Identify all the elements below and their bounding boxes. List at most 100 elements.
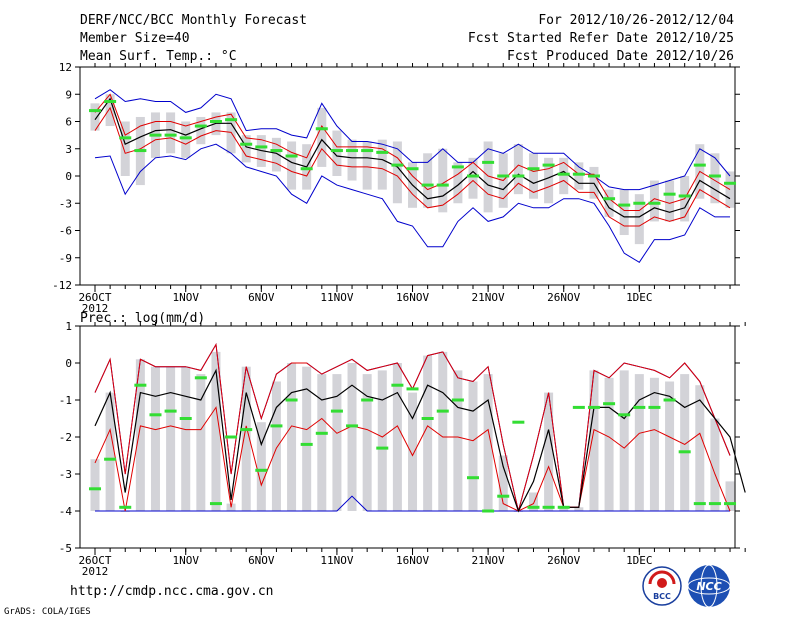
spread-bar <box>347 363 357 511</box>
ncc-logo: NCC <box>687 564 731 608</box>
spread-bar <box>241 135 251 163</box>
median-marker <box>708 174 721 178</box>
median-marker <box>512 420 525 424</box>
median-marker <box>149 413 162 417</box>
median-marker <box>194 124 207 128</box>
median-marker <box>467 476 479 480</box>
spread-bar <box>483 374 493 511</box>
median-marker <box>497 494 510 498</box>
spread-bar <box>362 374 372 511</box>
ncc-logo-globe <box>688 565 730 607</box>
spread-bar <box>589 370 599 511</box>
x-tick-label: 21NOV <box>472 554 505 567</box>
spread-bar <box>392 363 402 511</box>
spread-bar <box>574 162 584 190</box>
spread-bar <box>634 194 644 245</box>
x-tick-label: 16NOV <box>396 291 429 304</box>
median-marker <box>497 174 510 178</box>
spread-bar <box>710 418 720 511</box>
spread-bar <box>241 366 251 511</box>
median-marker <box>391 383 404 387</box>
median-marker <box>89 109 101 113</box>
median-marker <box>724 502 737 506</box>
median-marker <box>164 409 177 413</box>
spread-bar <box>105 392 115 511</box>
median-marker <box>285 398 298 402</box>
median-marker <box>648 405 661 409</box>
spread-bar <box>408 392 418 511</box>
median-marker <box>240 142 253 146</box>
median-marker <box>633 201 646 205</box>
median-marker <box>724 181 737 185</box>
median-marker <box>678 450 691 454</box>
variable-text: Mean Surf. Temp.: °C <box>80 49 237 64</box>
spread-bar <box>619 189 629 236</box>
median-marker <box>406 387 419 391</box>
spread-bar <box>604 189 614 217</box>
spread-bar <box>166 366 176 511</box>
median-marker <box>678 194 691 198</box>
y-tick-label: -9 <box>59 252 72 265</box>
spread-bar <box>302 366 312 511</box>
x-tick-label: 26NOV <box>547 291 580 304</box>
y-tick-label: 3 <box>65 143 72 156</box>
y-tick-label: 1 <box>65 320 72 333</box>
median-marker <box>330 149 343 153</box>
median-marker <box>209 120 222 123</box>
spread-bar <box>498 455 508 511</box>
header-right: For 2012/10/26-2012/12/04 Fcst Started R… <box>468 13 734 64</box>
y-tick-label: -4 <box>59 505 73 518</box>
median-marker <box>149 133 162 137</box>
spread-bar <box>665 180 675 222</box>
spread-bar <box>634 374 644 511</box>
spread-bar <box>287 363 297 511</box>
title-text: DERF/NCC/BCC Monthly Forecast <box>80 13 307 28</box>
header-left: DERF/NCC/BCC Monthly Forecast Member Siz… <box>80 13 307 64</box>
median-marker <box>330 409 343 413</box>
median-marker <box>482 509 495 513</box>
bcc-logo-dot <box>657 578 667 588</box>
y-tick-label: -3 <box>59 197 72 210</box>
median-marker <box>119 505 132 509</box>
median-marker <box>119 136 132 140</box>
spread-bar <box>105 94 115 127</box>
median-marker <box>421 183 434 187</box>
ncc-logo-band <box>687 577 731 595</box>
median-marker <box>225 118 238 122</box>
spread-bar <box>438 351 448 511</box>
spread-bar <box>287 141 297 190</box>
median-marker <box>587 405 600 409</box>
spread-bar <box>90 459 100 511</box>
spread-bar <box>528 492 538 511</box>
spread-bar <box>377 370 387 511</box>
y-tick-label: -1 <box>59 394 72 407</box>
spread-bar <box>544 157 554 204</box>
spread-bar <box>513 144 523 195</box>
median-marker <box>361 149 374 153</box>
spread-bar <box>725 171 735 208</box>
spread-bar <box>181 366 191 511</box>
spread-bar <box>271 137 281 172</box>
median-marker <box>451 165 464 169</box>
bcc-logo-arc <box>648 570 676 585</box>
median-marker <box>346 424 359 428</box>
spread-bar <box>317 107 327 167</box>
max-series-line <box>94 89 731 191</box>
median-marker <box>693 502 706 506</box>
median-marker <box>406 167 419 171</box>
produced-date-text: Fcst Produced Date 2012/10/26 <box>507 49 734 64</box>
spread-bar <box>347 139 357 181</box>
spread-bar <box>211 351 221 511</box>
min-series-line <box>95 495 730 512</box>
spread-bar <box>468 381 478 511</box>
spread-bar <box>438 148 448 213</box>
y-tick-label: -2 <box>59 431 72 444</box>
y-tick-label: -12 <box>52 279 72 292</box>
spread-bar <box>604 377 614 511</box>
median-marker <box>376 150 389 154</box>
spread-bar <box>528 153 538 199</box>
median-marker <box>542 163 555 167</box>
period-text: For 2012/10/26-2012/12/04 <box>538 13 734 28</box>
median-marker <box>572 172 585 176</box>
mean-series-line <box>94 368 746 513</box>
